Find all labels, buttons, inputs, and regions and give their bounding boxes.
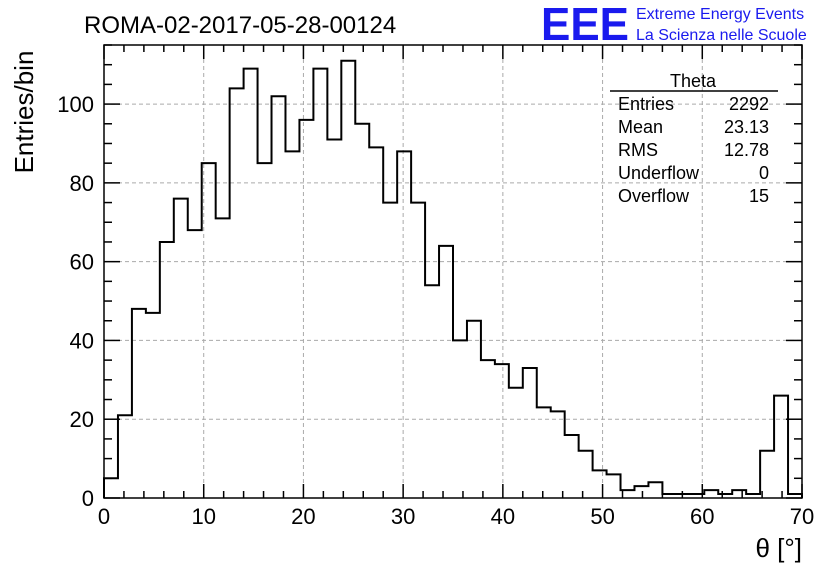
tick-labels: 0 10 20 30 40 50 60 70 0 20 40 60 80 100 <box>57 92 814 529</box>
histogram-bin <box>593 470 607 498</box>
histogram-bin <box>230 88 244 498</box>
histogram-bin <box>509 388 523 498</box>
stats-row-label: Entries <box>618 94 674 114</box>
x-tick-label: 10 <box>191 504 215 529</box>
histogram-bin <box>299 120 313 498</box>
histogram-bin <box>607 474 621 498</box>
histogram-bin <box>439 246 453 498</box>
stats-row-label: RMS <box>618 140 658 160</box>
y-tick-label: 20 <box>70 407 94 432</box>
histogram-bin <box>383 203 397 498</box>
x-tick-label: 0 <box>98 504 110 529</box>
x-tick-label: 20 <box>291 504 315 529</box>
histogram-bin <box>341 61 355 498</box>
x-axis-label: θ [°] <box>755 533 802 563</box>
histogram-bin <box>146 313 160 498</box>
histogram-bin <box>551 411 565 498</box>
histogram-bin <box>160 242 174 498</box>
y-tick-label: 80 <box>70 171 94 196</box>
histogram-bin <box>313 69 327 498</box>
stats-box: Theta Entries 2292 Mean 23.13 RMS 12.78 Underf… <box>610 71 778 206</box>
histogram-bars <box>103 59 803 498</box>
axis-ticks <box>103 44 803 499</box>
histogram-bin <box>704 490 718 498</box>
stats-row-value: 0 <box>759 163 769 183</box>
histogram-bin <box>425 285 439 498</box>
stats-row-value: 23.13 <box>724 117 769 137</box>
stats-row-label: Mean <box>618 117 663 137</box>
histogram-bin <box>216 218 230 498</box>
histogram-bin <box>174 199 188 498</box>
histogram-bin <box>648 482 662 498</box>
plot-frame <box>103 44 803 499</box>
histogram-bin <box>272 96 286 498</box>
histogram-bin <box>732 490 746 498</box>
histogram-bin <box>132 309 146 498</box>
y-tick-label: 60 <box>70 250 94 275</box>
histogram-bin <box>327 140 341 498</box>
histogram-bin <box>537 407 551 498</box>
histogram-bin <box>495 364 509 498</box>
y-tick-label: 0 <box>82 486 94 511</box>
grid-layer <box>104 45 802 498</box>
stats-row-label: Overflow <box>618 186 690 206</box>
y-tick-label: 40 <box>70 328 94 353</box>
logo-line-1: Extreme Energy Events <box>636 6 804 23</box>
x-tick-label: 40 <box>491 504 515 529</box>
stats-row-value: 2292 <box>729 94 769 114</box>
histogram-bin <box>565 435 579 498</box>
run-title: ROMA-02-2017-05-28-00124 <box>84 12 396 39</box>
stats-row-value: 15 <box>749 186 769 206</box>
stats-rows: Entries 2292 Mean 23.13 RMS 12.78 Underflow 0 Ov… <box>618 94 769 206</box>
histogram-bin <box>634 486 648 498</box>
histogram-bin <box>258 163 272 498</box>
histogram-bin <box>774 396 788 498</box>
eee-logo: EEE Extreme Energy Events La Scienza nel… <box>541 0 807 50</box>
y-tick-label: 100 <box>57 92 94 117</box>
histogram-bin <box>244 69 258 498</box>
histogram-bin <box>397 151 411 498</box>
stats-row-value: 12.78 <box>724 140 769 160</box>
histogram-bin <box>453 340 467 498</box>
logo-line-2: La Scienza nelle Scuole <box>636 27 807 44</box>
x-tick-label: 70 <box>790 504 814 529</box>
histogram-bin <box>118 415 132 498</box>
logo-mark: EEE <box>541 0 629 50</box>
histogram-bin <box>579 451 593 498</box>
stats-row-label: Underflow <box>618 163 700 183</box>
x-tick-label: 30 <box>391 504 415 529</box>
histogram-bin <box>760 451 774 498</box>
histogram-bin <box>467 321 481 498</box>
y-axis-label: Entries/bin <box>9 51 39 174</box>
histogram-outline <box>103 59 803 498</box>
histogram-bin <box>523 368 537 498</box>
histogram-bin <box>411 203 425 498</box>
x-tick-label: 50 <box>590 504 614 529</box>
histogram-bin <box>355 124 369 498</box>
histogram-bin <box>369 147 383 498</box>
histogram-bin <box>285 151 299 498</box>
histogram-bin <box>188 230 202 498</box>
histogram-bin <box>202 163 216 498</box>
histogram-bin <box>104 478 118 498</box>
x-tick-label: 60 <box>690 504 714 529</box>
histogram-bin <box>481 360 495 498</box>
stats-title: Theta <box>670 71 717 91</box>
